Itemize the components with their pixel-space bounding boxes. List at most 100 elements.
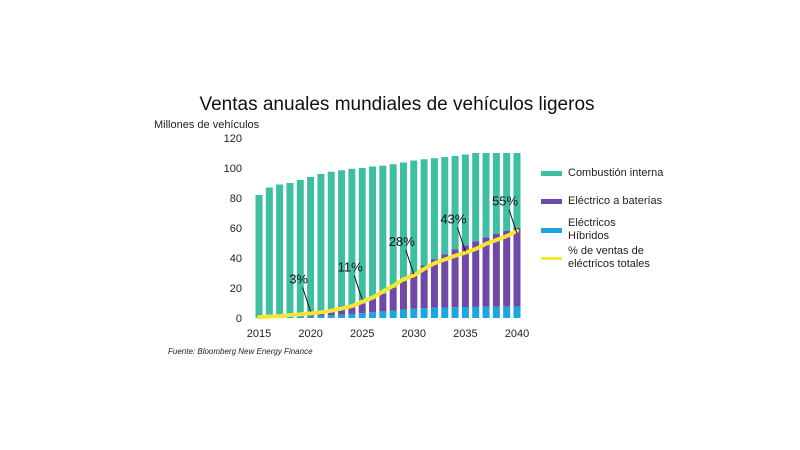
y-tick-label: 60 (230, 223, 242, 235)
bar-segment (389, 164, 397, 288)
annotation-label: 3% (289, 272, 308, 287)
bar-segment (441, 307, 449, 318)
annotation-leader (405, 249, 415, 275)
bar-segment (286, 183, 294, 316)
legend: Combustión interna Eléctrico a baterías El… (541, 167, 664, 270)
bar-segment (399, 162, 407, 282)
bar-segment (338, 308, 346, 315)
bar-segment (492, 153, 500, 234)
annotation-label: 55% (492, 194, 518, 209)
bar-segment (461, 245, 469, 308)
bar-segment (503, 306, 511, 318)
bar-segment (451, 156, 459, 250)
bar-segment (430, 158, 438, 260)
source-note: Fuente: Bloomberg New Energy Finance (168, 347, 313, 356)
legend-swatch (541, 171, 562, 176)
x-tick-label: 2025 (350, 328, 374, 340)
bar-segment (503, 153, 511, 231)
y-tick-labels: 0 20 40 60 80 100 120 (224, 133, 242, 325)
bars-group (255, 153, 521, 318)
bar-segment (327, 310, 335, 316)
annotation-leader (508, 209, 518, 234)
bar-segment (513, 228, 521, 307)
x-tick-label: 2015 (247, 328, 271, 340)
annotation-leader (353, 275, 363, 300)
bar-segment (286, 316, 294, 318)
bar-segment (441, 254, 449, 308)
bar-segment (255, 195, 263, 318)
bar-segment (369, 166, 377, 300)
bar-segment (472, 306, 480, 318)
y-tick-label: 40 (230, 253, 242, 265)
bar-segment (327, 171, 335, 311)
legend-label: Eléctricos Híbridos (568, 217, 616, 242)
bar-segment (389, 288, 397, 311)
bar-segment (492, 234, 500, 307)
ev-share-line-group (257, 229, 519, 320)
y-axis-label: Millones de vehículos (154, 119, 260, 131)
bar-segment (503, 231, 511, 307)
annotation-label: 11% (338, 260, 363, 275)
bar-segment (461, 154, 469, 246)
legend-swatch (541, 257, 562, 260)
legend-label: % de ventas de eléctricos totales (568, 245, 650, 270)
bar-segment (348, 168, 356, 307)
bar-segment (420, 308, 428, 318)
bar-segment (369, 299, 377, 313)
bar-segment (399, 281, 407, 310)
bar-segment (358, 313, 366, 318)
bar-segment (472, 241, 480, 307)
bar-segment (379, 311, 387, 318)
bar-segment (410, 272, 418, 309)
bar-segment (307, 177, 315, 314)
bar-segment (420, 159, 428, 266)
bar-segment (399, 309, 407, 318)
bar-segment (317, 174, 325, 313)
y-tick-label: 20 (230, 283, 242, 295)
bar-segment (441, 157, 449, 255)
bar-segment (451, 307, 459, 318)
bar-segment (430, 259, 438, 308)
legend-label: Combustión interna (568, 167, 664, 179)
legend-swatch (541, 199, 562, 204)
annotation-label: 43% (440, 212, 466, 227)
bar-segment (379, 165, 387, 294)
bar-segment (348, 306, 356, 314)
bar-segment (296, 180, 304, 315)
bar-segment (420, 265, 428, 309)
bar-segment (369, 312, 377, 318)
bar-segment (338, 170, 346, 309)
bar-segment (317, 315, 325, 318)
y-tick-label: 80 (230, 193, 242, 205)
bar-segment (389, 310, 397, 318)
bar-segment (482, 153, 490, 238)
x-tick-labels: 2015 2020 2025 2030 2035 2040 (247, 328, 529, 340)
bar-segment (296, 316, 304, 318)
bar-segment (430, 307, 438, 318)
x-tick-label: 2030 (402, 328, 426, 340)
bar-segment (461, 307, 469, 318)
legend-swatch (541, 228, 562, 233)
bar-segment (451, 249, 459, 308)
annotations-group: 3% 11% 28% 43% 55% (289, 194, 518, 312)
x-tick-label: 2035 (453, 328, 477, 340)
bar-segment (513, 306, 521, 318)
bar-segment (265, 187, 273, 317)
bar-segment (327, 315, 335, 318)
bar-segment (348, 313, 356, 318)
bar-segment (358, 168, 366, 304)
x-tick-label: 2040 (505, 328, 529, 340)
ev-share-line (257, 229, 519, 320)
bar-segment (410, 160, 418, 273)
bar-segment (410, 308, 418, 318)
legend-label: Eléctrico a baterías (568, 195, 663, 207)
chart-title: Ventas anuales mundiales de vehículos li… (199, 94, 594, 115)
bar-segment (307, 316, 315, 318)
bar-segment (358, 303, 366, 314)
bar-segment (276, 184, 284, 317)
annotation-label: 28% (389, 234, 415, 249)
y-tick-label: 0 (236, 313, 242, 325)
bar-segment (482, 306, 490, 318)
annotation-leader (456, 227, 466, 252)
